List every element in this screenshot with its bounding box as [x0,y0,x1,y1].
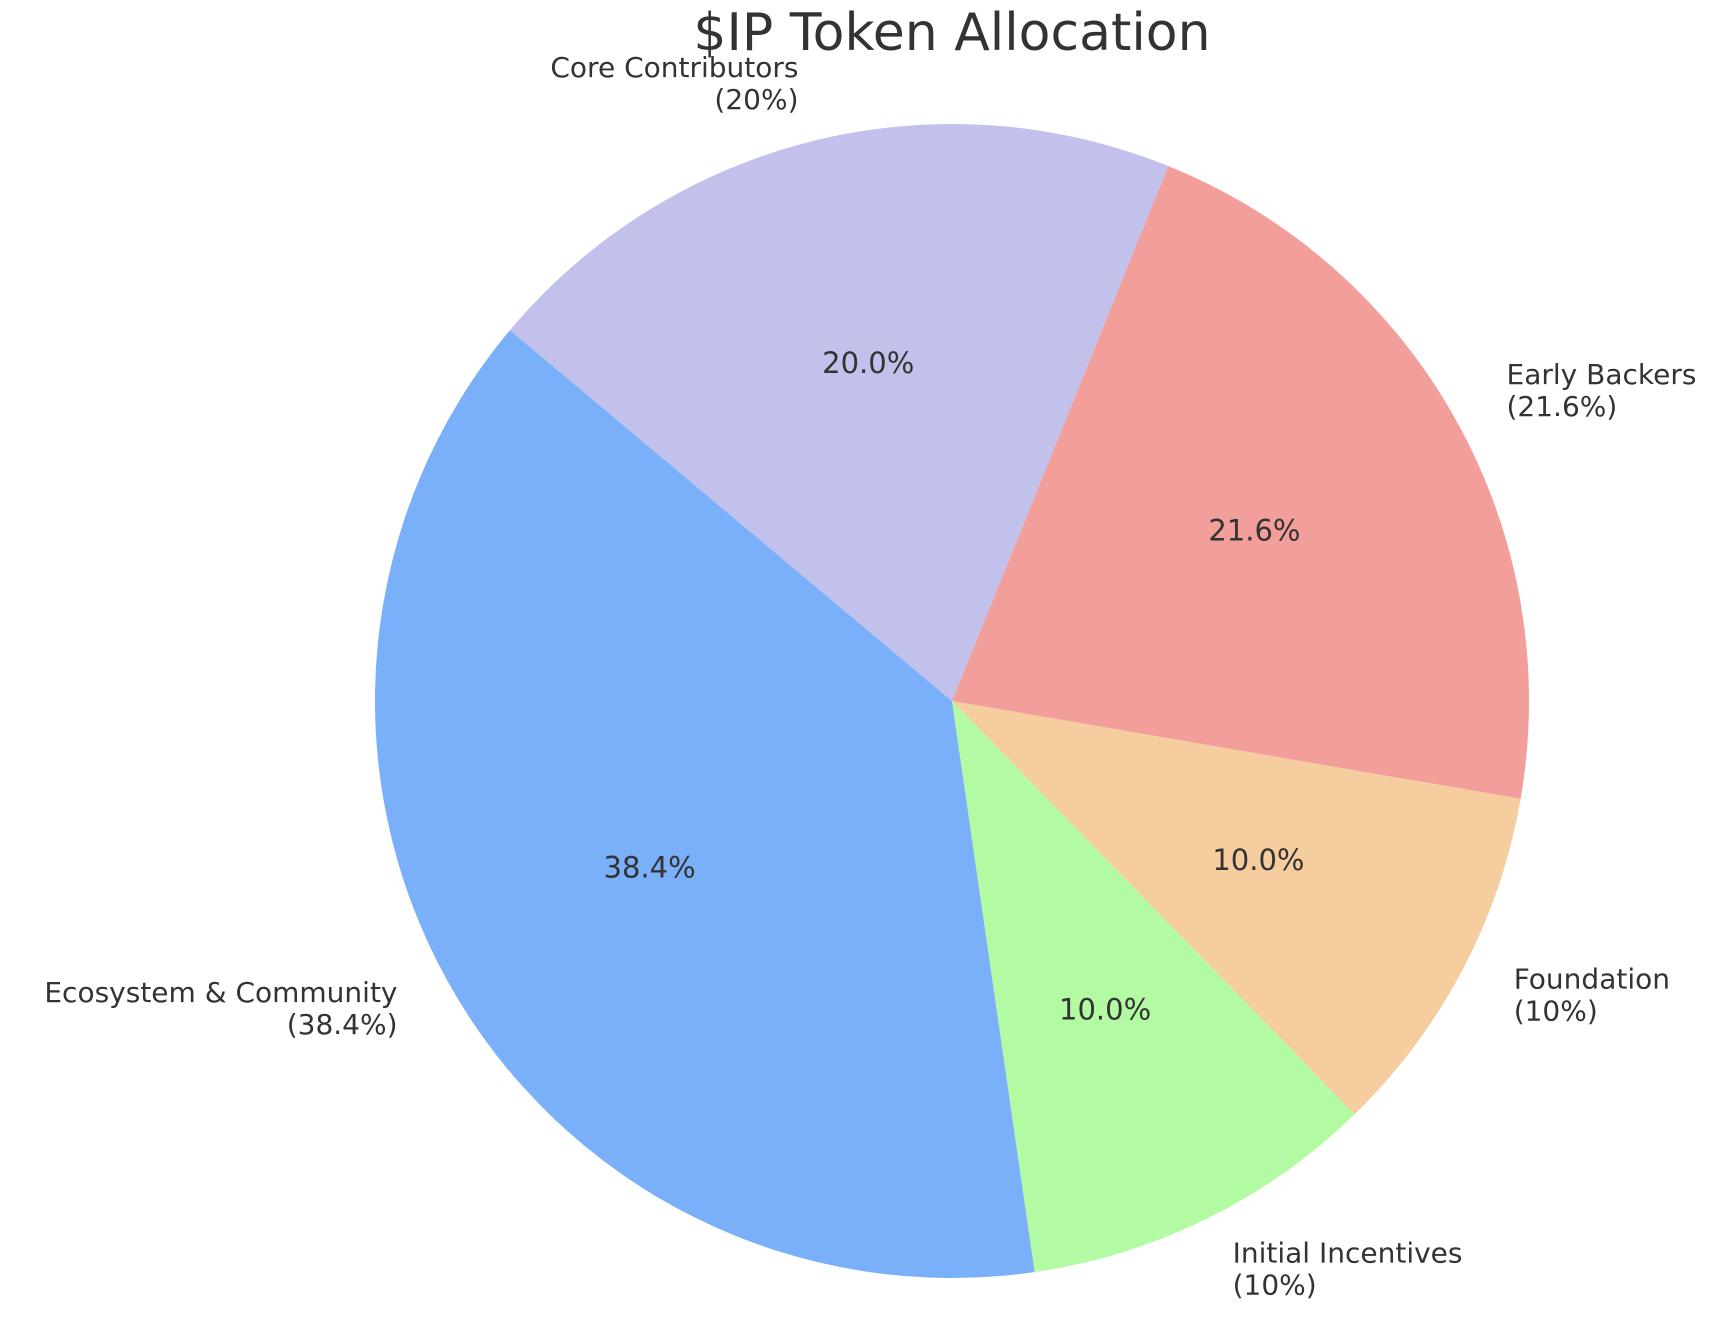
slice-sublabel-early-backers: (21.6%) [1507,390,1618,423]
slice-label-early-backers: Early Backers [1507,358,1697,391]
chart-title: $IP Token Allocation [693,3,1210,63]
slice-label-foundation: Foundation [1514,963,1670,996]
slice-label-initial-incentives: Initial Incentives [1233,1236,1463,1269]
pct-label-foundation: 10.0% [1212,843,1304,877]
slice-sublabel-core-contributors: (20%) [714,83,798,116]
pie-slice-foundation [952,701,1521,1115]
slice-sublabel-foundation: (10%) [1514,995,1598,1028]
pct-label-ecosystem-community: 38.4% [604,851,696,885]
pie-slice-initial-incentives [952,701,1355,1273]
slice-label-core-contributors: Core Contributors [550,51,798,84]
slice-label-ecosystem-community: Ecosystem & Community [44,976,397,1009]
pct-label-initial-incentives: 10.0% [1059,993,1151,1027]
slice-sublabel-ecosystem-community: (38.4%) [287,1008,398,1041]
slices-layer [374,123,1530,1278]
pct-label-core-contributors: 20.0% [822,346,914,380]
slice-sublabel-initial-incentives: (10%) [1233,1268,1317,1301]
labels-layer: 38.4% Ecosystem & Community(38.4%) 10.0% In… [44,51,1696,1301]
pct-label-early-backers: 21.6% [1208,514,1300,548]
pie-slice-ecosystem-community [374,330,1035,1278]
pie-slice-early-backers [952,166,1530,799]
pie-slice-core-contributors [509,123,1169,701]
